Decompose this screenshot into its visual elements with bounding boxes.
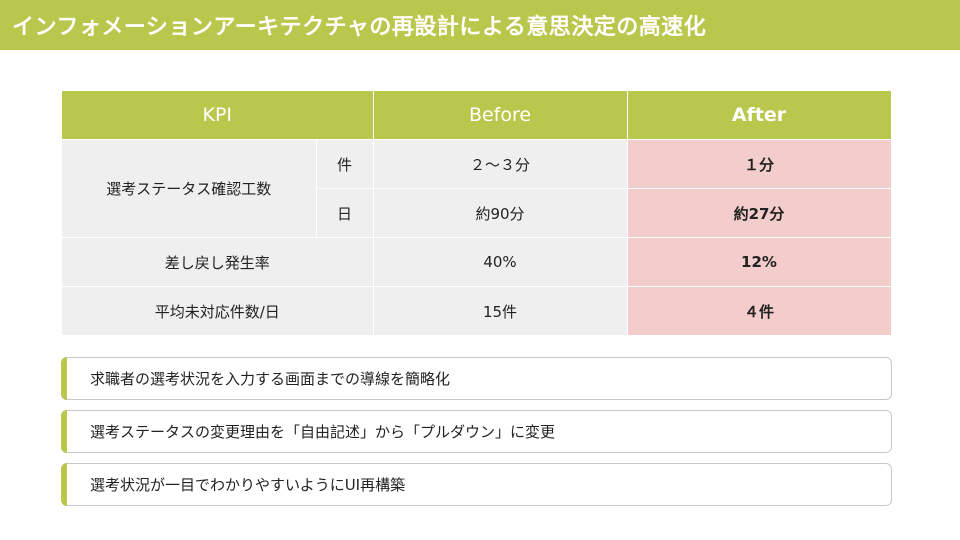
table-row: 選考ステータス確認工数 件 ２～３分 １分	[62, 139, 892, 238]
unit-label: 件	[316, 139, 374, 189]
unit-label: 日	[316, 188, 374, 238]
accent-bar	[61, 357, 67, 400]
improvement-list: 求職者の選考状況を入力する画面までの導線を簡略化 選考ステータスの変更理由を「自…	[61, 357, 892, 516]
list-item: 求職者の選考状況を入力する画面までの導線を簡略化	[61, 357, 892, 400]
list-item: 選考ステータスの変更理由を「自由記述」から「プルダウン」に変更	[61, 410, 892, 453]
kpi-label: 平均未対応件数/日	[62, 286, 374, 335]
list-item-text: 選考状況が一目でわかりやすいようにUI再構築	[90, 476, 406, 494]
accent-bar	[61, 410, 67, 453]
table-row: 日 約90分 約27分	[62, 188, 892, 238]
before-value: ２～３分	[373, 139, 628, 189]
table-header-row: KPI Before After	[62, 91, 892, 140]
after-value: 約27分	[627, 188, 892, 238]
before-value: 40%	[373, 237, 628, 287]
before-value: 約90分	[373, 188, 628, 238]
header-before: Before	[373, 91, 628, 140]
kpi-label: 差し戻し発生率	[62, 237, 374, 287]
list-item: 選考状況が一目でわかりやすいようにUI再構築	[61, 463, 892, 506]
list-item-text: 選考ステータスの変更理由を「自由記述」から「プルダウン」に変更	[90, 423, 556, 441]
table-row: 平均未対応件数/日 15件 ４件	[62, 286, 892, 335]
after-value: 12%	[627, 237, 892, 287]
table-row: 差し戻し発生率 40% 12%	[62, 237, 892, 287]
before-value: 15件	[373, 286, 628, 335]
page-title: インフォメーションアーキテクチャの再設計による意思決定の高速化	[12, 15, 707, 40]
kpi-table: KPI Before After 選考ステータス確認工数 件 ２～３分 １分 日…	[62, 91, 892, 335]
header-after: After	[627, 91, 892, 140]
header-kpi: KPI	[62, 91, 374, 140]
kpi-label: 選考ステータス確認工数	[62, 139, 317, 238]
after-value: １分	[627, 139, 892, 189]
title-bar: インフォメーションアーキテクチャの再設計による意思決定の高速化	[0, 0, 960, 50]
accent-bar	[61, 463, 67, 506]
list-item-text: 求職者の選考状況を入力する画面までの導線を簡略化	[90, 370, 451, 388]
after-value: ４件	[627, 286, 892, 335]
